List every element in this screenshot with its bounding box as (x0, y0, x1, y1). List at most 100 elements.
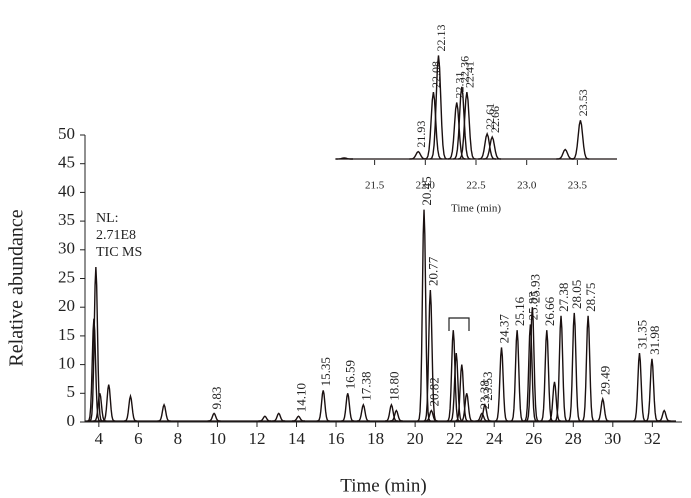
peak (258, 415, 272, 422)
peak-label: 28.75 (583, 283, 598, 312)
peak-label: 24.37 (497, 314, 512, 344)
peak-label: 15.35 (318, 357, 333, 386)
x-tick-label: 30 (604, 429, 621, 448)
peak-label: 22.66 (488, 106, 502, 133)
x-tick-label: 12 (248, 429, 265, 448)
y-tick-label: 40 (58, 181, 75, 200)
x-tick-label: 23.5 (568, 180, 588, 192)
peak (124, 393, 137, 422)
peak (540, 330, 554, 422)
x-tick-label: 24 (486, 429, 504, 448)
peak-label: 27.38 (556, 283, 571, 312)
peak-label: 18.80 (386, 372, 401, 401)
y-tick-label: 50 (58, 124, 75, 143)
peak (632, 353, 647, 422)
x-tick-label: 6 (134, 429, 143, 448)
x-tick-label: 16 (328, 429, 345, 448)
peak (556, 148, 575, 160)
peak (424, 409, 438, 422)
x-tick-label: 22 (446, 429, 463, 448)
peak (475, 412, 489, 422)
x-tick-label: 8 (174, 429, 183, 448)
peak (567, 312, 581, 422)
x-tick-label: 20 (407, 429, 424, 448)
peak (417, 209, 431, 422)
x-tick-label: 21.5 (365, 180, 385, 192)
peak (292, 415, 305, 422)
peak (455, 364, 469, 422)
y-tick-label: 0 (67, 411, 76, 430)
x-tick-label: 14 (288, 429, 306, 448)
peak (429, 55, 448, 160)
peak (207, 412, 221, 422)
peak (341, 393, 355, 422)
peak (494, 347, 509, 422)
peak-label: 25.83 (525, 291, 540, 320)
x-tick-label: 23.0 (517, 180, 537, 192)
peak-label: 17.38 (358, 372, 373, 401)
y-tick-label: 10 (58, 354, 75, 373)
peak (478, 402, 492, 422)
peak (571, 120, 590, 160)
peak (645, 358, 659, 422)
peak-label: 23.53 (576, 89, 590, 116)
peak (523, 324, 537, 422)
peak-label: 26.66 (542, 296, 557, 326)
peak-label: 25.16 (512, 296, 527, 326)
peak (102, 384, 116, 422)
x-tick-label: 22.0 (416, 180, 436, 192)
annotation: TIC MS (96, 245, 142, 260)
peak (457, 91, 476, 160)
x-axis-title: Time (min) (340, 475, 426, 496)
y-tick-label: 25 (58, 267, 75, 286)
peak (409, 150, 428, 160)
x-tick-label: 10 (209, 429, 226, 448)
peak (389, 409, 403, 422)
x-tick-label: 4 (95, 429, 104, 448)
peak (89, 266, 103, 422)
y-tick-label: 45 (58, 153, 75, 172)
peak (525, 307, 539, 422)
peak (581, 315, 595, 422)
y-tick-label: 20 (58, 296, 75, 315)
y-tick-label: 35 (58, 210, 75, 229)
peak (335, 157, 354, 160)
peak-label: 25.93 (527, 274, 542, 303)
peak-label: 9.83 (209, 387, 224, 410)
peak-label: 22.61 (483, 103, 497, 130)
peak (554, 315, 568, 422)
peak (548, 381, 561, 422)
y-tick-label: 5 (67, 382, 76, 401)
peak-label: 20.82 (426, 377, 441, 406)
peak (657, 409, 671, 422)
annotation: NL: (96, 211, 119, 226)
peak (510, 330, 524, 422)
x-tick-label: 22.5 (466, 180, 486, 192)
peak (424, 91, 443, 160)
peak (460, 393, 474, 422)
peak (596, 396, 610, 422)
x-tick-label: 18 (367, 429, 384, 448)
peak (449, 353, 463, 422)
y-tick-label: 15 (58, 325, 75, 344)
peak-label: 20.77 (425, 256, 440, 286)
x-axis-title: Time (min) (451, 203, 501, 215)
peak-label: 20.45 (419, 176, 434, 205)
peak-label: 23.38 (477, 380, 492, 409)
peak (452, 86, 471, 160)
annotation: 2.71E8 (96, 228, 136, 243)
x-tick-label: 26 (525, 429, 542, 448)
peak (483, 135, 502, 160)
x-tick-label: 32 (644, 429, 661, 448)
peak-label: 29.49 (598, 366, 613, 395)
peak-label: 16.59 (343, 360, 358, 389)
peak-label: 22.41 (463, 61, 477, 88)
y-tick-label: 30 (58, 239, 75, 258)
peak-label: 31.35 (634, 320, 649, 349)
peak-label: 22.13 (434, 24, 448, 51)
peak-label: 22.36 (458, 56, 472, 83)
y-axis-title: Relative abundance (6, 209, 28, 366)
peak (157, 402, 171, 422)
bracket (448, 317, 470, 331)
